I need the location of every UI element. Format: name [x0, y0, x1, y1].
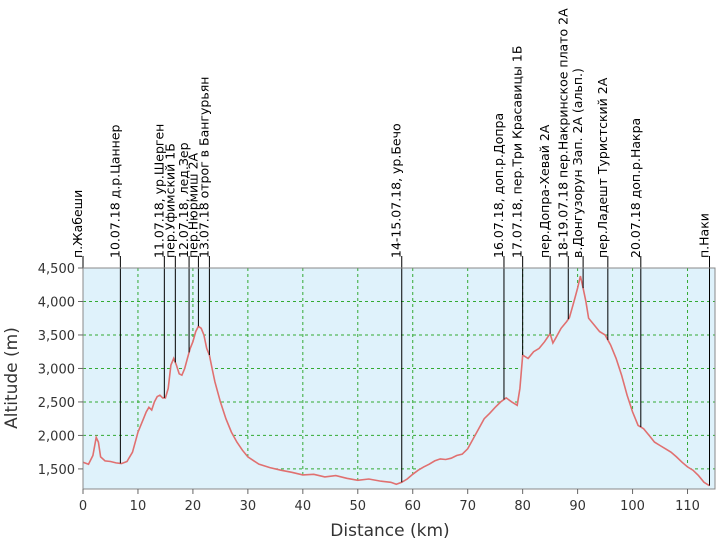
x-tick-label: 100: [620, 499, 645, 514]
elevation-line: [82, 275, 710, 487]
y-tick-label: 3,000: [38, 362, 75, 377]
x-axis-label: Distance (km): [330, 521, 449, 541]
plot-frame: [82, 267, 716, 490]
x-tick-label: 0: [79, 499, 87, 514]
waypoint-label: 14-15.07.18, ур.Бечо: [389, 123, 404, 258]
waypoint-label: 13.07.18 отрог в Бангурьян: [196, 77, 211, 258]
x-tick-label: 110: [675, 499, 700, 514]
waypoint-label: 16.07.18, доп.р.Допра: [491, 113, 506, 258]
waypoint-label: п.Наки: [697, 213, 712, 258]
x-tick-label: 40: [295, 499, 312, 514]
x-tick-label: 90: [569, 499, 586, 514]
x-tick-label: 10: [130, 499, 147, 514]
waypoint-label: пер.Допра-Хевай 2А: [537, 124, 552, 258]
x-tick-label: 20: [185, 499, 202, 514]
x-tick-label: 60: [404, 499, 421, 514]
waypoint-label: пер.Ладешт Туристский 2А: [595, 77, 610, 258]
x-tick-label: 30: [240, 499, 257, 514]
y-tick-label: 4,500: [38, 262, 75, 277]
waypoint-label: 12.07.18, лед.Зер: [176, 142, 191, 258]
waypoint-label: пер.Нюрмиш 2А: [185, 152, 200, 258]
waypoint-label: 17.07.18, пер.Три Красавицы 1Б: [510, 46, 525, 258]
waypoint-label: 10.07.18 д.р.Цаннер: [107, 124, 122, 258]
y-tick-label: 1,500: [38, 463, 75, 478]
waypoint-label: п.Жабеши: [70, 190, 85, 258]
x-tick-label: 70: [459, 499, 476, 514]
waypoint-label: пер.Уфимский 1Б: [162, 143, 177, 258]
elevation-area: [83, 276, 710, 489]
x-axis-ticks: 0 10 20 30 40 50 60 70 80 90 100 110: [79, 489, 700, 514]
waypoint-label: 18-19.07.18 пер.Накринское плато 2А: [555, 8, 570, 258]
x-tick-label: 80: [514, 499, 531, 514]
x-tick-label: 50: [350, 499, 367, 514]
waypoint-label: 11.07.18, ур.Шерген: [151, 124, 166, 258]
y-tick-label: 2,000: [38, 429, 75, 444]
waypoint-label: в.Донгузорун Зап. 2А (альп.): [570, 68, 585, 258]
y-tick-label: 4,000: [38, 295, 75, 310]
y-tick-label: 2,500: [38, 396, 75, 411]
y-axis-ticks: 1,500 2,000 2,500 3,000 3,500 4,000 4,500: [38, 262, 83, 478]
waypoint-label: 20.07.18 доп.р.Накра: [628, 118, 643, 258]
y-tick-label: 3,500: [38, 329, 75, 344]
y-axis-label: Altitude (m): [2, 327, 22, 429]
